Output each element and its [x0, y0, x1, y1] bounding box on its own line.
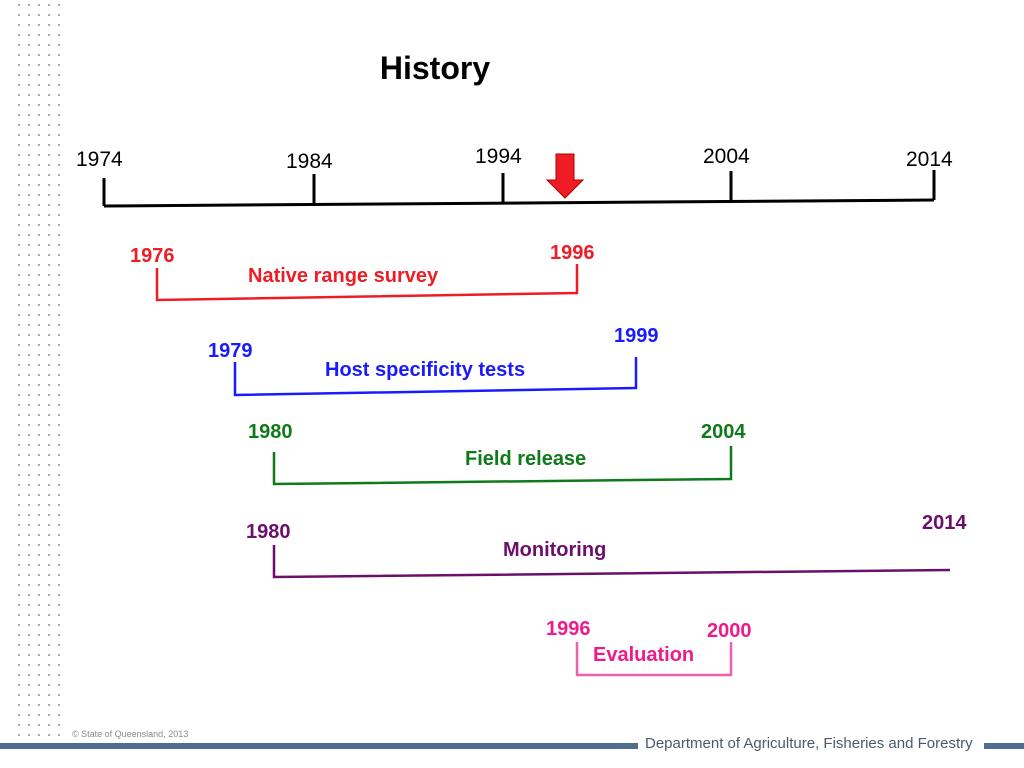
bracket-native-range-survey: [155, 264, 579, 302]
phase-start-evaluation: 1996: [546, 618, 591, 640]
red-down-arrow-icon: [545, 153, 585, 199]
axis-label-1974: 1974: [76, 148, 123, 171]
footer-bar-left: [0, 743, 638, 749]
phase-start-native-range-survey: 1976: [130, 245, 175, 267]
dot-pattern: [14, 0, 66, 740]
phase-end-evaluation: 2000: [707, 620, 752, 642]
phase-label-monitoring: Monitoring: [503, 539, 607, 561]
bracket-monitoring: [272, 545, 951, 579]
department-name: Department of Agriculture, Fisheries and…: [645, 735, 973, 752]
phase-label-field-release: Field release: [465, 448, 587, 470]
phase-end-host-specificity-tests: 1999: [614, 325, 659, 347]
axis-label-2014: 2014: [906, 148, 953, 171]
phase-start-host-specificity-tests: 1979: [208, 340, 253, 362]
page-title: History: [379, 50, 491, 86]
footer-bar-right: [984, 743, 1024, 749]
axis-label-1984: 1984: [286, 150, 333, 173]
phase-start-monitoring: 1980: [246, 521, 291, 543]
phase-end-monitoring: 2014: [922, 512, 967, 534]
axis-label-1994: 1994: [475, 145, 522, 168]
phase-end-field-release: 2004: [701, 421, 746, 443]
axis-label-2004: 2004: [703, 145, 750, 168]
timeline-axis: [103, 198, 935, 208]
phase-label-evaluation: Evaluation: [593, 644, 695, 666]
bracket-evaluation: [575, 642, 733, 677]
bracket-host-specificity-tests: [233, 357, 638, 397]
phase-label-native-range-survey: Native range survey: [248, 265, 439, 287]
phase-start-field-release: 1980: [248, 421, 293, 443]
bracket-field-release: [272, 446, 733, 486]
copyright-text: © State of Queensland, 2013: [72, 729, 189, 739]
phase-end-native-range-survey: 1996: [550, 242, 595, 264]
phase-label-host-specificity-tests: Host specificity tests: [325, 359, 526, 381]
